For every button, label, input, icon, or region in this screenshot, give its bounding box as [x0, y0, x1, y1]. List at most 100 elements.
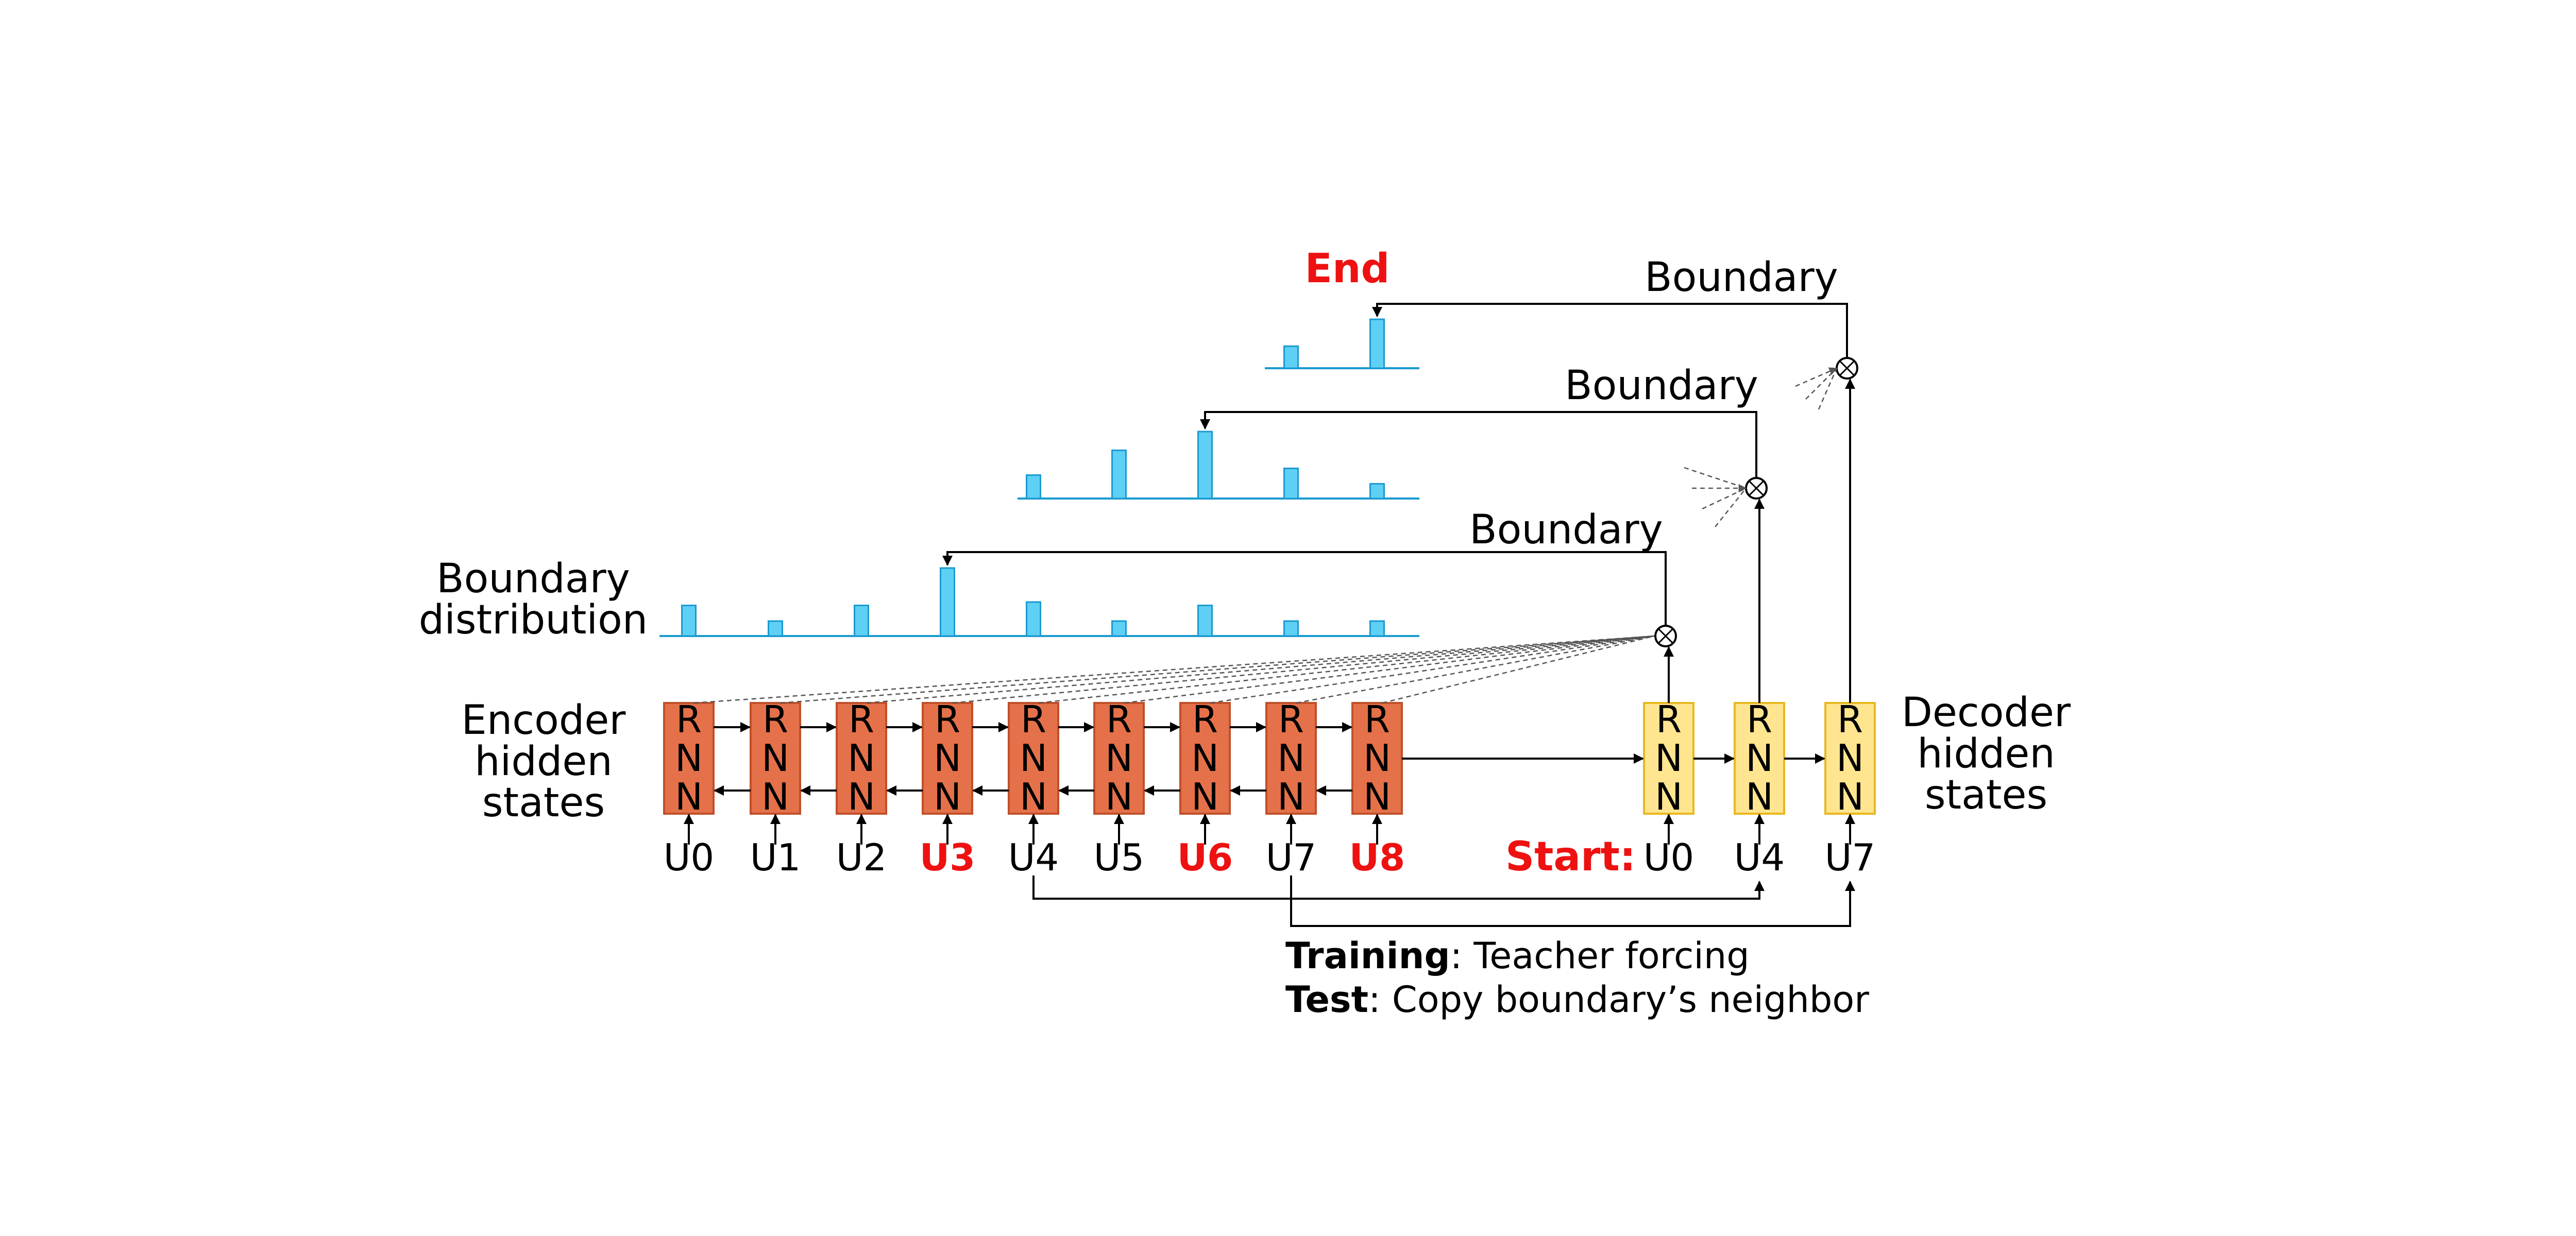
rnn-cell-letter: N	[1277, 736, 1305, 780]
boundary-pointer-connector	[942, 551, 1667, 626]
encoder-input-label: U3	[920, 836, 976, 879]
rnn-cell-letter: N	[761, 736, 789, 780]
end-label: End	[1305, 246, 1390, 292]
distribution-bar	[1369, 318, 1385, 369]
decoder-input-label: U0	[1643, 836, 1694, 879]
encoder-label-line1: Encoder	[462, 697, 626, 744]
encoder-input-label: U4	[1008, 836, 1059, 879]
attention-dashed-line	[1795, 367, 1838, 387]
legend-test-rest: : Copy boundary’s neighbor	[1368, 978, 1869, 1021]
rnn-cell-letter: R	[1278, 698, 1304, 741]
rnn-cell-letter: R	[1837, 698, 1863, 741]
distribution-bar	[1197, 605, 1213, 637]
attention-dashed-line	[1124, 635, 1655, 704]
rnn-cell-letter: R	[849, 698, 874, 741]
boundary-label-1: Boundary	[1469, 507, 1663, 553]
encoder-input-label: U8	[1349, 836, 1405, 879]
encoder-input-label: U7	[1266, 836, 1317, 879]
distribution-bar	[854, 605, 869, 637]
encoder-rnn-cell	[922, 702, 973, 815]
rnn-cell-letter: N	[1655, 775, 1683, 818]
start-label: Start:	[1505, 834, 1636, 880]
rnn-cell-letter: N	[761, 775, 789, 818]
rnn-cell-letter: N	[1020, 736, 1047, 780]
decoder-rnn-cell	[1734, 702, 1785, 815]
multiply-cross-stroke	[1839, 360, 1855, 376]
distribution-bar	[1111, 449, 1127, 500]
distribution-bar	[768, 620, 783, 637]
legend-training: Training: Teacher forcing	[1285, 935, 1750, 977]
distribution-bar	[1111, 620, 1127, 637]
attention-dashed-line	[866, 635, 1655, 704]
rnn-cell-letter: N	[1836, 775, 1864, 818]
decoder-label-line3: states	[1925, 772, 2047, 818]
rnn-cell-letter: R	[676, 698, 702, 741]
distribution-label-line1: Boundary	[436, 556, 630, 602]
distribution-bar	[940, 567, 955, 637]
attention-dashed-line	[1296, 635, 1655, 704]
distribution-bar	[1026, 601, 1041, 637]
copy-input-connector	[1032, 876, 1765, 900]
legend-training-rest: : Teacher forcing	[1450, 935, 1750, 977]
encoder-input-label: U0	[664, 836, 715, 879]
rnn-cell-letter: N	[1191, 736, 1219, 780]
rnn-cell-letter: N	[934, 775, 961, 818]
distribution-bar	[1026, 474, 1041, 500]
rnn-cell-letter: R	[1364, 698, 1390, 741]
encoder-rnn-cell	[1093, 702, 1145, 815]
decoder-label: Decoder hidden states	[1902, 690, 2071, 818]
legend-test: Test: Copy boundary’s neighbor	[1285, 978, 1869, 1021]
copy-input-connector	[1290, 876, 1855, 927]
encoder-rnn-cell	[663, 702, 715, 815]
rnn-cell-letter: R	[762, 698, 788, 741]
encoder-input-label: U1	[750, 836, 801, 879]
rnn-cell-letter: R	[935, 698, 960, 741]
rnn-cell-letter: N	[675, 775, 703, 818]
distribution-bar	[1369, 620, 1385, 637]
encoder-label: Encoder hidden states	[462, 697, 626, 826]
encoder-input-label: U5	[1094, 836, 1145, 879]
boundary-pointer-connector	[1200, 411, 1757, 478]
distribution-bar	[1283, 620, 1299, 637]
decoder-input-label: U4	[1734, 836, 1785, 879]
rnn-cell-letter: R	[1106, 698, 1132, 741]
rnn-cell-letter: N	[1745, 736, 1773, 780]
attention-dashed-line	[1715, 488, 1747, 527]
rnn-cell-letter: N	[675, 736, 703, 780]
rnn-cell-letter: N	[1191, 775, 1219, 818]
rnn-cell-letter: N	[1745, 775, 1773, 818]
attention-dashed-line	[780, 635, 1655, 704]
rnn-cell-letter: N	[1836, 736, 1864, 780]
encoder-input-label: U6	[1177, 836, 1233, 879]
rnn-cell-letter: N	[848, 736, 875, 780]
attention-dashed-line	[1038, 635, 1655, 704]
encoder-input-label: U2	[836, 836, 887, 879]
rnn-cell-letter: N	[1655, 736, 1683, 780]
attention-dashed-line	[1805, 368, 1837, 400]
attention-dashed-line	[1382, 635, 1655, 704]
rnn-cell-letter: R	[1021, 698, 1046, 741]
rnn-cell-letter: N	[934, 736, 961, 780]
decoder-label-line1: Decoder	[1902, 690, 2071, 736]
attention-dashed-line	[1702, 487, 1747, 510]
attention-dashed-line	[693, 635, 1655, 704]
distribution-label: Boundary distribution	[419, 556, 648, 643]
boundary-label-3: Boundary	[1645, 254, 1838, 301]
attention-dashed-line	[1818, 368, 1838, 410]
rnn-cell-letter: R	[1747, 698, 1772, 741]
attention-dashed-line	[1684, 467, 1747, 489]
rnn-cell-letter: N	[1020, 775, 1047, 818]
multiply-cross-stroke	[1748, 480, 1765, 496]
decoder-input-label: U7	[1825, 836, 1876, 879]
encoder-rnn-cell	[836, 702, 887, 815]
rnn-cell-letter: N	[1363, 775, 1391, 818]
distribution-bar	[681, 605, 697, 637]
multiply-cross-stroke	[1657, 628, 1674, 644]
boundary-label-2: Boundary	[1565, 363, 1758, 409]
decoder-label-line2: hidden	[1917, 731, 2055, 777]
distribution-bar	[1283, 468, 1299, 500]
rnn-cell-letter: N	[1105, 775, 1133, 818]
rnn-cell-letter: R	[1192, 698, 1218, 741]
encoder-label-line3: states	[482, 780, 605, 826]
